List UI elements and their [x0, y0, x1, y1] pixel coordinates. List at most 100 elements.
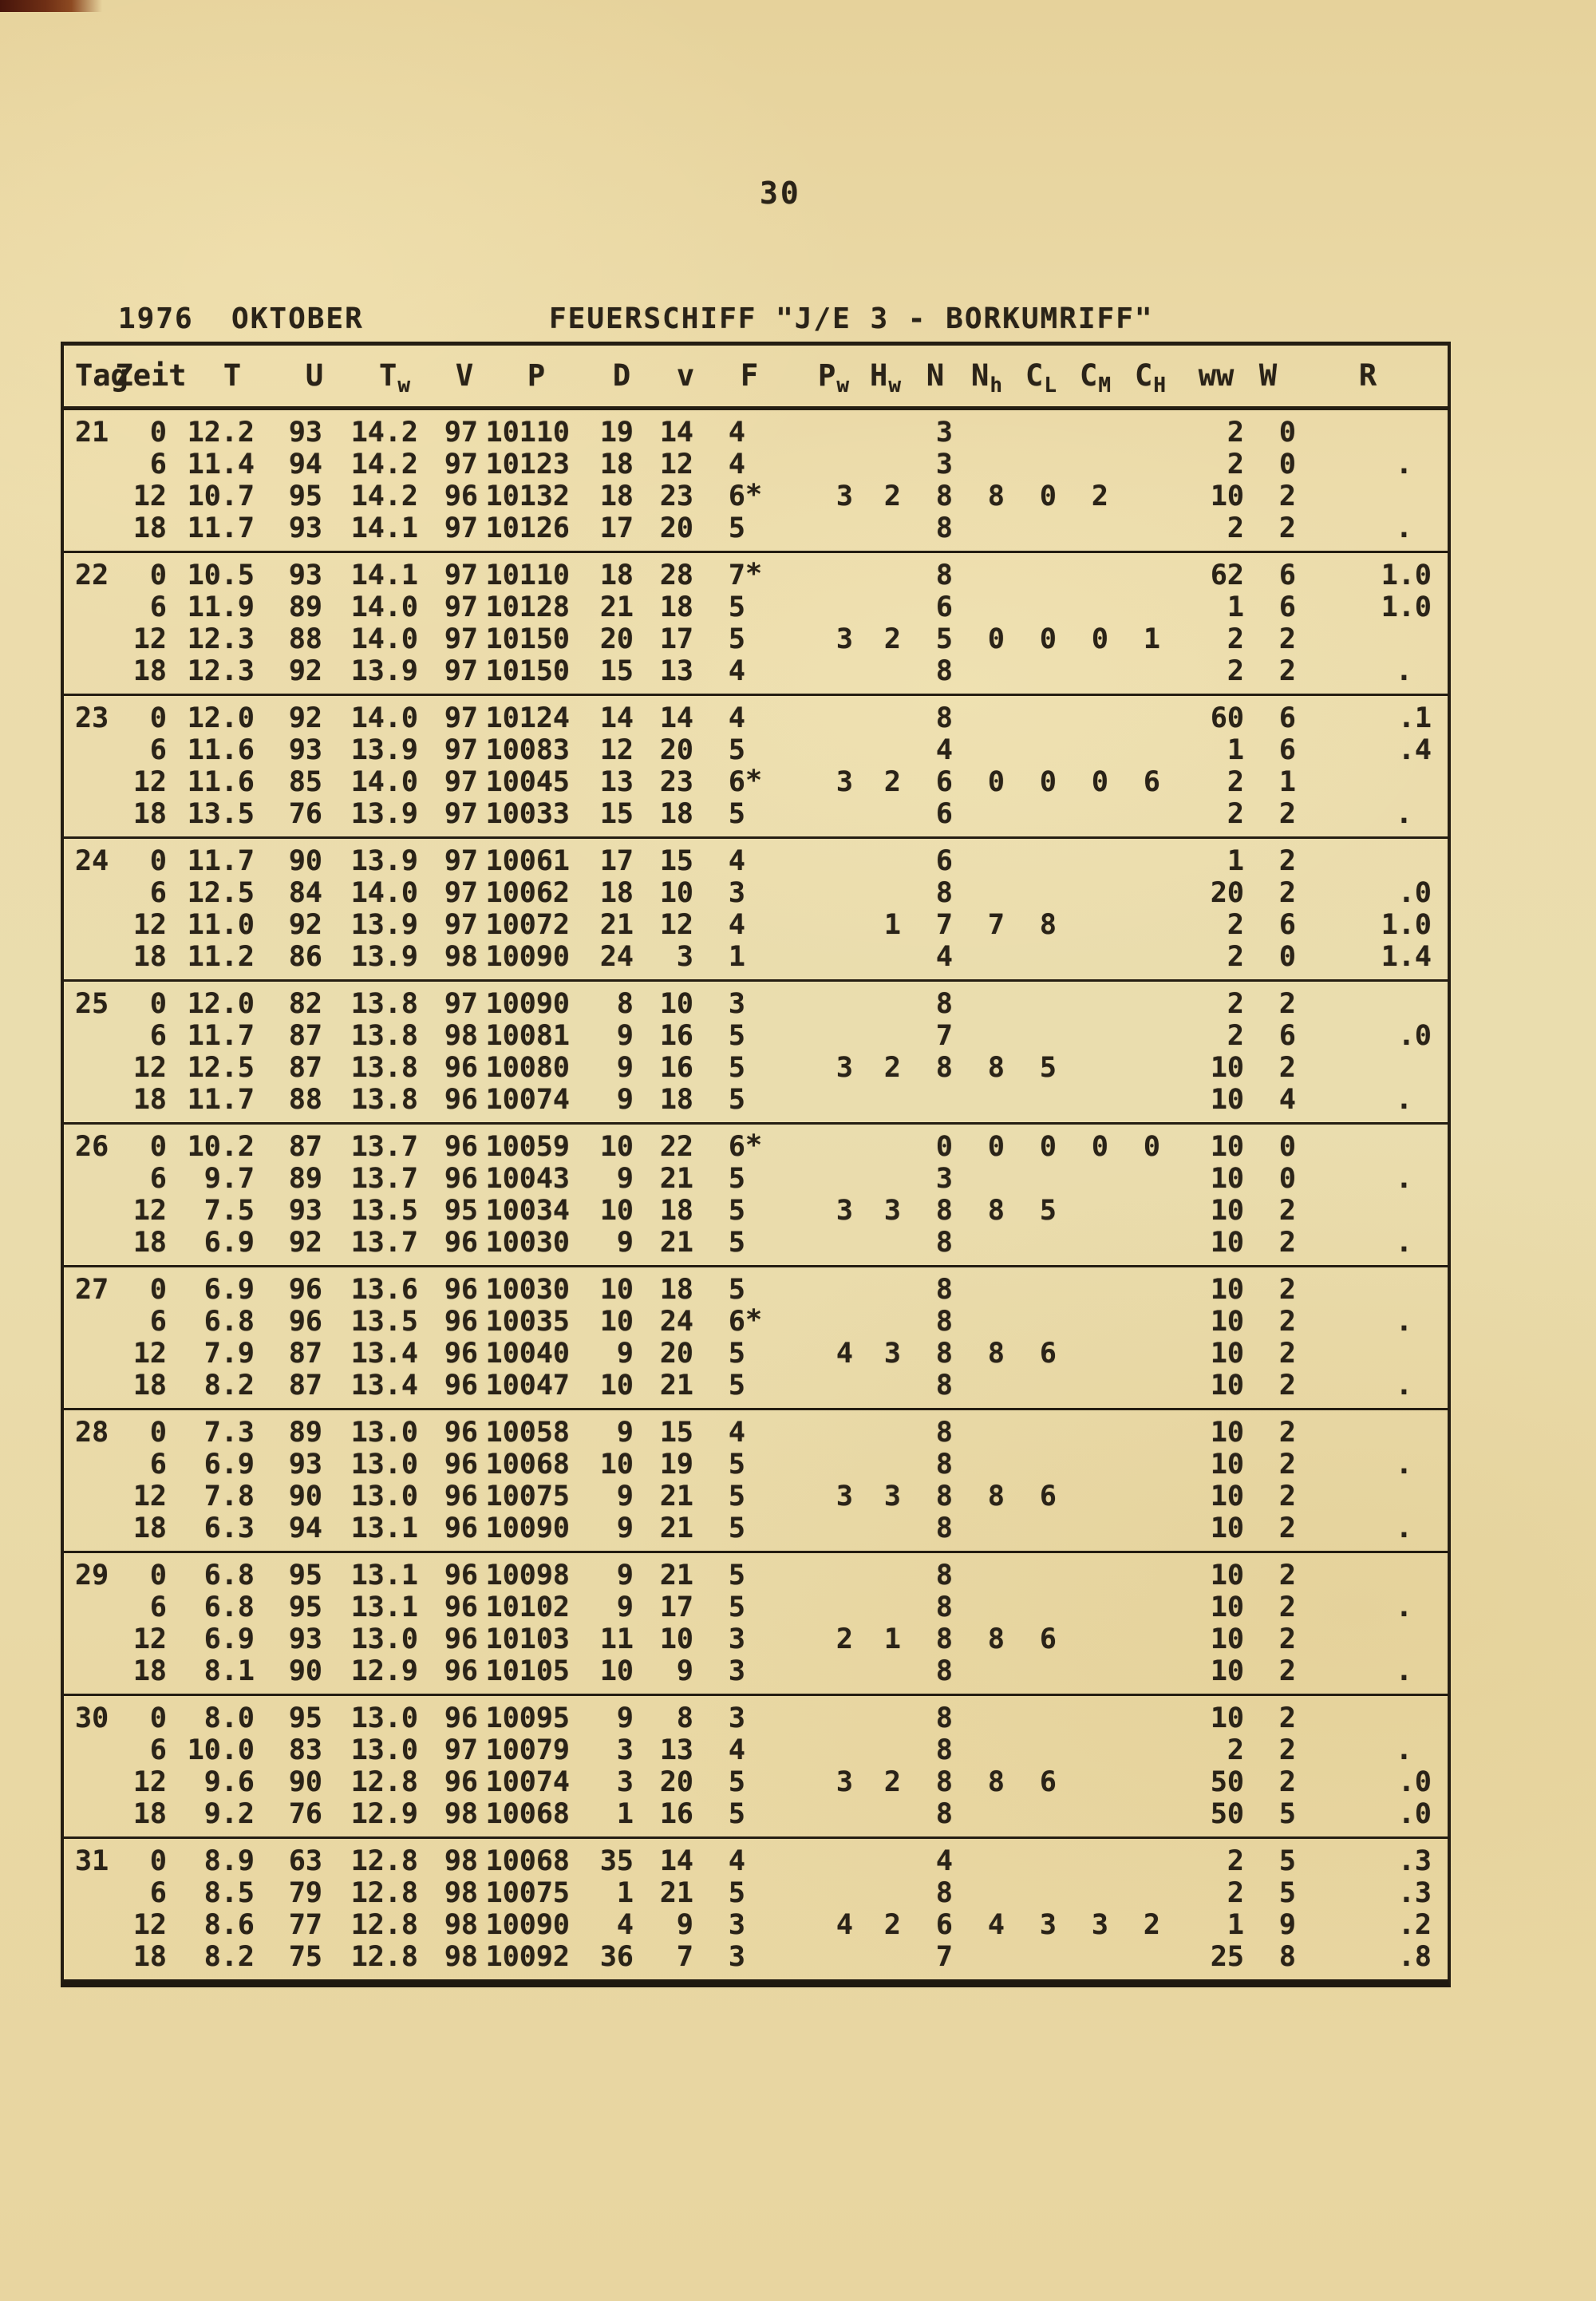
day-block-27: 27 0 6.9 96 13.6 96 10030 10 18 5 8 10 2 6 6.8 96 13.5 96…: [64, 1265, 1448, 1408]
cell-tw: 13.6: [350, 1274, 418, 1306]
table-row: 6 6.8 95 13.1 96 10102 9 17 5 8 10 2.: [64, 1591, 1448, 1623]
cell-tag: [64, 1481, 115, 1512]
cell-r: .: [1395, 512, 1412, 544]
column-header-w: W: [1258, 358, 1278, 393]
table-row: 18 11.2 86 13.9 98 10090 24 3 1 4 2 0 1.4: [64, 941, 1448, 973]
cell-f: 5: [728, 1798, 745, 1830]
cell-r: [1296, 1195, 1432, 1227]
cell-v: 97: [444, 623, 478, 655]
cell-tw: 13.9: [350, 798, 418, 830]
cell-r: .1: [1397, 702, 1432, 734]
column-header-hw: Hw: [870, 358, 901, 397]
cell-zeit: 12: [132, 480, 167, 512]
cell-d: 4: [616, 1909, 634, 1941]
cell-pw: [745, 845, 853, 877]
cell-cm: [1057, 1734, 1108, 1766]
cell-v: 96: [444, 480, 478, 512]
cell-zeit: 12: [132, 1338, 167, 1370]
cell-r: .: [1395, 1370, 1412, 1402]
cell-ch: [1108, 1195, 1160, 1227]
cell-hw: [853, 1877, 901, 1909]
cell-u: 95: [288, 1702, 322, 1734]
cell-ww: 1: [1227, 845, 1244, 877]
cell-cm: [1057, 941, 1108, 973]
cell-f: 5: [728, 1481, 745, 1512]
cell-nh: [953, 1227, 1005, 1259]
cell-r: 1.0: [1381, 559, 1432, 591]
cell-cm: [1057, 1877, 1108, 1909]
cell-ww: 10: [1210, 1338, 1244, 1370]
cell-vv: 21: [659, 1227, 693, 1259]
cell-t: 11.0: [187, 909, 255, 941]
cell-d: 3: [616, 1734, 634, 1766]
cell-u: 79: [288, 1877, 322, 1909]
cell-ch: [1108, 909, 1160, 941]
cell-f: 1: [728, 941, 745, 973]
cell-tag: [64, 877, 115, 909]
cell-cm: [1057, 1481, 1108, 1512]
cell-vv: 12: [659, 909, 693, 941]
cell-ww: 2: [1227, 417, 1244, 449]
cell-vv: 21: [659, 1560, 693, 1591]
table-row: 6 11.9 89 14.0 97 10128 21 18 5 6 1 6 1.0: [64, 591, 1448, 623]
cell-ch: [1108, 1274, 1160, 1306]
cell-vv: 10: [659, 1623, 693, 1655]
cell-d: 9: [616, 1338, 634, 1370]
cell-ch: [1108, 1020, 1160, 1052]
cell-t: 8.5: [203, 1877, 255, 1909]
cell-zeit: 6: [149, 1734, 167, 1766]
cell-cl: [1005, 1702, 1057, 1734]
cell-cl: [1005, 1274, 1057, 1306]
cell-hw: [853, 798, 901, 830]
cell-pw: [745, 417, 853, 449]
cell-cl: 0: [1039, 766, 1057, 798]
cell-n: 8: [935, 877, 953, 909]
cell-cm: [1057, 909, 1108, 941]
cell-r: [1296, 845, 1432, 877]
cell-cm: [1057, 1274, 1108, 1306]
cell-cl: [1005, 1845, 1057, 1877]
cell-p: 10081: [485, 1020, 570, 1052]
cell-tw: 13.0: [350, 1623, 418, 1655]
page-number: 30: [760, 176, 801, 211]
cell-r: .: [1395, 449, 1412, 480]
cell-tag: [64, 449, 115, 480]
cell-tag: [64, 1338, 115, 1370]
cell-t: 8.9: [203, 1845, 255, 1877]
column-header-ww: ww: [1198, 358, 1235, 393]
column-header-subscript: h: [990, 374, 1002, 397]
cell-t: 11.7: [187, 1084, 255, 1116]
cell-p: 10132: [485, 480, 570, 512]
cell-p: 10040: [485, 1338, 570, 1370]
cell-vv: 13: [659, 655, 693, 687]
cell-v: 97: [444, 845, 478, 877]
day-block-29: 29 0 6.8 95 13.1 96 10098 9 21 5 8 10 2 6 6.8 95 13.1 96 1…: [64, 1551, 1448, 1694]
cell-f: 5: [728, 591, 745, 623]
cell-w: 2: [1278, 1734, 1296, 1766]
cell-f: 5: [728, 1052, 745, 1084]
cell-nh: [953, 877, 1005, 909]
cell-w: 2: [1278, 877, 1296, 909]
cell-p: 10033: [485, 798, 570, 830]
cell-w: 8: [1278, 1941, 1296, 1973]
cell-tag: 25: [75, 988, 109, 1020]
cell-u: 94: [288, 449, 322, 480]
table-row: 12 9.6 90 12.8 96 10074 3 20 5 3 2 8 8 6 50 2.0: [64, 1766, 1448, 1798]
cell-r: [1296, 1274, 1432, 1306]
cell-n: 7: [935, 1020, 953, 1052]
cell-tw: 14.1: [350, 559, 418, 591]
cell-u: 82: [288, 988, 322, 1020]
cell-t: 12.2: [187, 417, 255, 449]
cell-f: 5: [728, 1338, 745, 1370]
cell-cl: [1005, 1655, 1057, 1687]
cell-t: 9.6: [203, 1766, 255, 1798]
cell-v: 97: [444, 512, 478, 544]
cell-zeit: 6: [149, 591, 167, 623]
cell-zeit: 18: [132, 512, 167, 544]
cell-ww: 2: [1227, 766, 1244, 798]
cell-nh: [953, 1591, 1005, 1623]
day-block-22: 22 0 10.5 93 14.1 97 10110 18 28 7 * 8 62 6 1.0 6 11.9 89…: [64, 551, 1448, 694]
cell-u: 93: [288, 1195, 322, 1227]
column-header-n: N: [926, 358, 945, 393]
